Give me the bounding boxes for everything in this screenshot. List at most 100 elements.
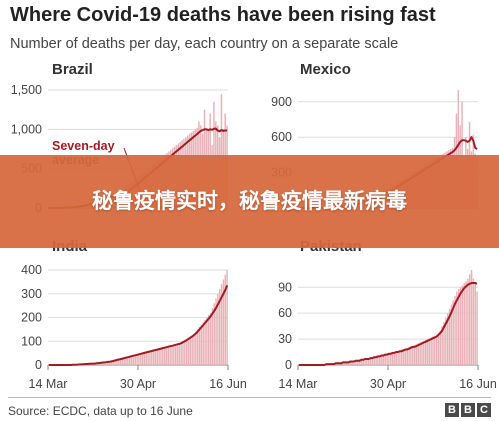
daily-death-bar bbox=[401, 349, 403, 365]
daily-death-bar bbox=[213, 303, 215, 365]
daily-death-bar bbox=[169, 346, 171, 365]
y-tick-label: 0 bbox=[285, 358, 292, 372]
daily-death-bar bbox=[369, 357, 372, 365]
seven-day-average-line bbox=[298, 282, 478, 366]
y-tick-label: 600 bbox=[271, 130, 292, 144]
daily-death-bar bbox=[145, 352, 147, 365]
daily-death-bar bbox=[391, 352, 394, 365]
daily-death-bar bbox=[452, 300, 454, 365]
daily-death-bar bbox=[156, 349, 159, 365]
daily-death-bar bbox=[123, 357, 125, 365]
daily-death-bar bbox=[377, 355, 379, 365]
daily-death-bar bbox=[412, 346, 414, 365]
daily-death-bar bbox=[371, 357, 374, 365]
daily-death-bar bbox=[195, 331, 197, 365]
chart-subtitle: Number of deaths per day, each country o… bbox=[10, 36, 399, 52]
daily-death-bar bbox=[454, 295, 456, 365]
daily-death-bar bbox=[189, 336, 192, 365]
daily-death-bar bbox=[182, 341, 184, 365]
y-tick-label: 0 bbox=[35, 358, 42, 372]
source-note: Source: ECDC, data up to 16 June bbox=[8, 404, 193, 418]
daily-death-bar bbox=[413, 345, 416, 365]
daily-death-bar bbox=[375, 356, 377, 365]
daily-death-bar bbox=[185, 338, 188, 365]
daily-death-bar bbox=[132, 355, 135, 365]
daily-death-bar bbox=[430, 337, 432, 365]
daily-death-bar bbox=[351, 360, 353, 365]
daily-death-bar bbox=[141, 353, 144, 365]
panel-title-mexico: Mexico bbox=[300, 61, 351, 78]
daily-death-bar bbox=[202, 322, 204, 365]
daily-death-bar bbox=[342, 362, 344, 365]
daily-death-bar bbox=[163, 347, 166, 365]
daily-death-bar bbox=[463, 282, 465, 365]
y-tick-label: 1,000 bbox=[11, 122, 42, 136]
daily-death-bar bbox=[154, 349, 157, 365]
daily-death-bar bbox=[424, 339, 427, 365]
daily-death-bar bbox=[222, 279, 225, 365]
daily-death-bar bbox=[450, 304, 453, 365]
daily-death-bar bbox=[206, 317, 208, 365]
daily-death-bar bbox=[116, 359, 118, 365]
y-tick-label: 90 bbox=[278, 280, 292, 294]
daily-death-bar bbox=[151, 350, 153, 365]
daily-death-bar bbox=[219, 289, 221, 365]
daily-death-bar bbox=[171, 345, 173, 365]
daily-death-bar bbox=[364, 358, 366, 365]
y-tick-label: 300 bbox=[21, 287, 42, 301]
daily-death-bar bbox=[432, 336, 434, 365]
daily-death-bar bbox=[160, 348, 162, 365]
daily-death-bar bbox=[410, 346, 412, 365]
x-tick-label: 14 Mar bbox=[279, 377, 318, 391]
daily-death-bar bbox=[106, 361, 109, 365]
daily-death-bar bbox=[152, 350, 155, 365]
seven-day-average-line bbox=[48, 285, 229, 366]
daily-death-bar bbox=[162, 347, 164, 365]
daily-death-bar bbox=[415, 344, 418, 365]
daily-death-bar bbox=[366, 358, 368, 365]
seven-day-average-annotation: Seven-day bbox=[52, 139, 115, 153]
daily-death-bar bbox=[198, 327, 201, 365]
daily-death-bar bbox=[165, 346, 168, 365]
x-tick-label: 16 Jun bbox=[459, 377, 497, 391]
daily-death-bar bbox=[196, 329, 199, 365]
daily-death-bar bbox=[110, 361, 113, 365]
daily-death-bar bbox=[112, 360, 114, 365]
daily-death-bar bbox=[211, 308, 214, 365]
daily-death-bar bbox=[457, 90, 460, 208]
daily-death-bar bbox=[362, 358, 364, 365]
daily-death-bar bbox=[393, 352, 396, 365]
y-tick-label: 1,500 bbox=[11, 83, 42, 97]
daily-death-bar bbox=[207, 315, 210, 365]
daily-death-bar bbox=[184, 340, 186, 365]
daily-death-bar bbox=[465, 281, 467, 365]
daily-death-bar bbox=[356, 359, 359, 365]
daily-death-bar bbox=[461, 285, 464, 365]
y-tick-label: 900 bbox=[271, 95, 292, 109]
y-tick-label: 60 bbox=[278, 306, 292, 320]
daily-death-bar bbox=[125, 357, 127, 365]
daily-death-bar bbox=[360, 359, 363, 365]
daily-death-bar bbox=[437, 333, 440, 365]
daily-death-bar bbox=[388, 352, 390, 365]
footer-divider bbox=[8, 397, 491, 398]
daily-death-bar bbox=[174, 344, 177, 365]
daily-death-bar bbox=[215, 298, 217, 365]
daily-death-bar bbox=[158, 348, 160, 365]
chart-pakistan: 0 30 60 90 14 Mar 30 Apr 16 Jun bbox=[278, 270, 497, 391]
daily-death-bar bbox=[136, 354, 138, 365]
daily-death-bar bbox=[209, 312, 212, 365]
daily-death-bar bbox=[101, 362, 103, 365]
daily-death-bar bbox=[373, 356, 375, 365]
daily-death-bar bbox=[127, 356, 129, 365]
daily-death-bar bbox=[467, 278, 469, 365]
daily-death-bar bbox=[428, 338, 431, 365]
daily-death-bar bbox=[187, 337, 190, 365]
daily-death-bar bbox=[469, 274, 471, 365]
daily-death-bar bbox=[130, 355, 133, 365]
daily-death-bar bbox=[459, 287, 462, 365]
bbc-logo-letter: B bbox=[445, 403, 459, 417]
daily-death-bar bbox=[382, 354, 385, 365]
daily-death-bar bbox=[358, 359, 361, 365]
daily-death-bar bbox=[178, 343, 181, 365]
